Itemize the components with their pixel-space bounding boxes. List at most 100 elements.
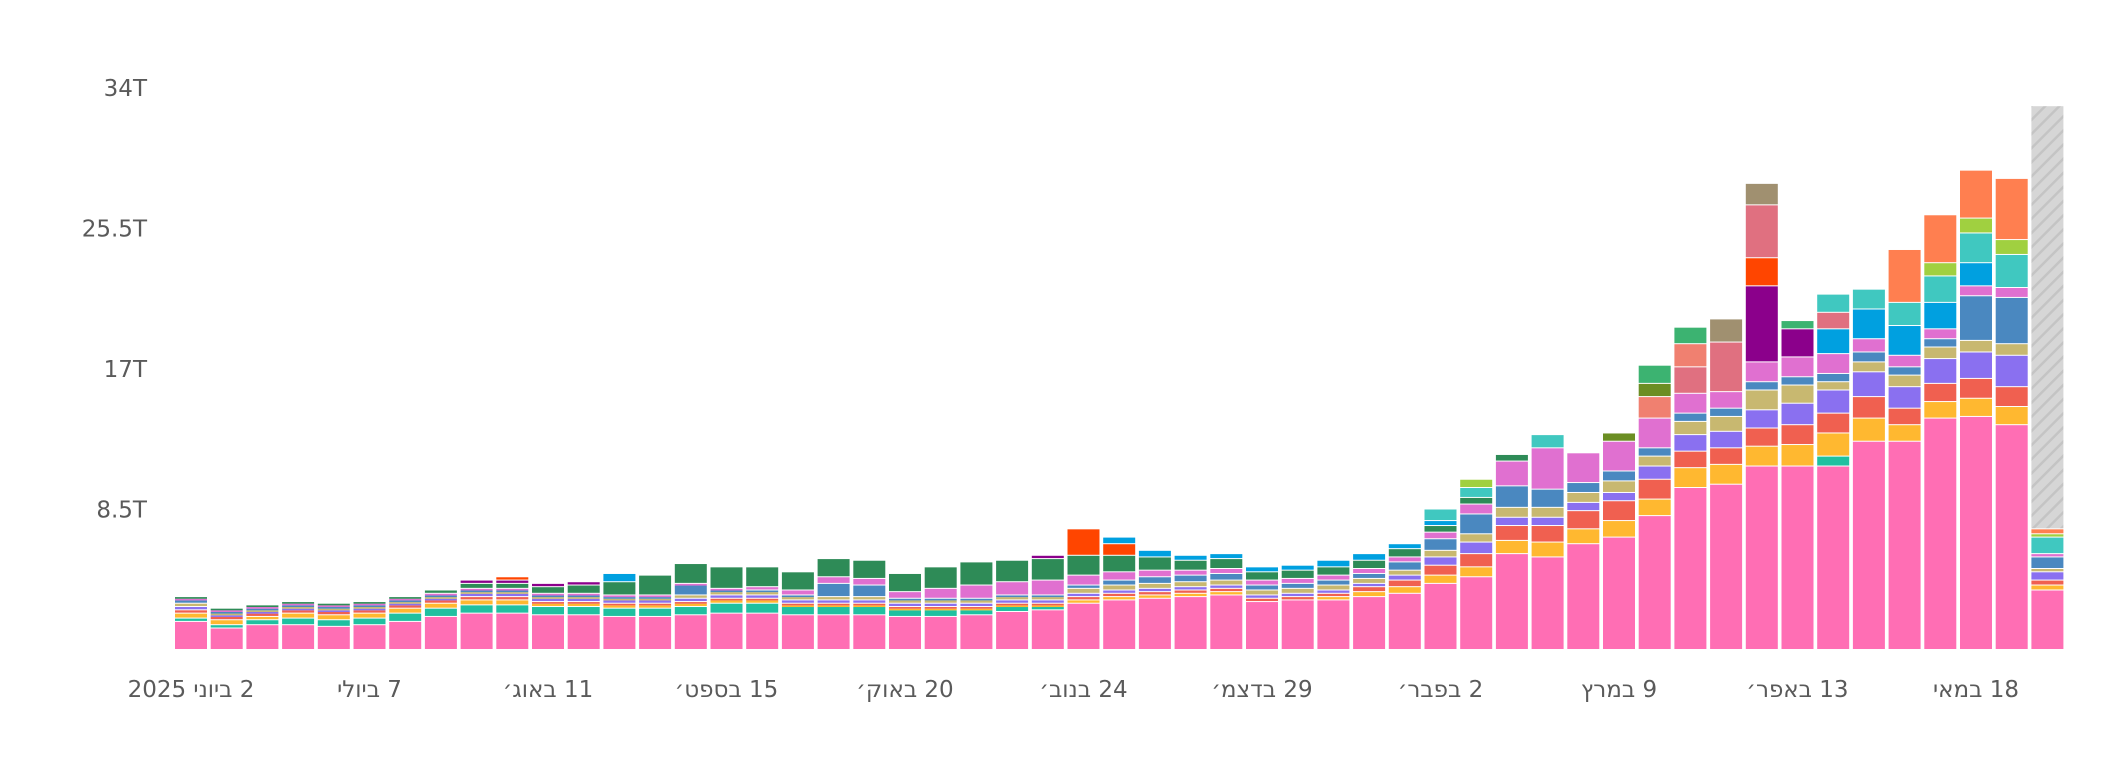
bar-segment[interactable] (1067, 555, 1100, 575)
bar-segment[interactable] (246, 607, 279, 609)
bar-stack[interactable] (567, 582, 600, 649)
bar-segment[interactable] (1103, 555, 1136, 572)
bar-segment[interactable] (603, 616, 636, 649)
bar-segment[interactable] (282, 603, 315, 606)
bar-segment[interactable] (1353, 560, 1386, 569)
bar-segment[interactable] (781, 607, 814, 615)
bar-segment[interactable] (853, 578, 886, 585)
bar-segment[interactable] (532, 598, 564, 602)
bar-segment[interactable] (1852, 339, 1885, 352)
bar-segment[interactable] (1495, 454, 1528, 461)
bar-segment[interactable] (674, 603, 707, 607)
bar-segment[interactable] (1710, 448, 1743, 464)
bar-segment[interactable] (1353, 597, 1386, 649)
bar-segment[interactable] (1246, 598, 1278, 602)
bar-segment[interactable] (1817, 433, 1850, 456)
bar-segment[interactable] (353, 610, 386, 613)
bar-segment[interactable] (1674, 344, 1707, 367)
bar-segment[interactable] (1460, 542, 1493, 554)
bar-segment[interactable] (175, 610, 207, 613)
bar-segment[interactable] (1174, 590, 1207, 593)
bar-segment[interactable] (710, 590, 743, 593)
bar-segment[interactable] (1674, 413, 1707, 421)
bar-segment[interactable] (1674, 327, 1707, 344)
bar-stack[interactable] (1960, 170, 1992, 649)
bar-segment[interactable] (1103, 585, 1136, 590)
bar-stack[interactable] (389, 597, 422, 649)
bar-segment[interactable] (282, 602, 315, 604)
bar-segment[interactable] (1852, 362, 1885, 372)
bar-segment[interactable] (424, 600, 457, 603)
bar-segment[interactable] (639, 605, 672, 608)
bar-stack[interactable] (460, 580, 493, 649)
bar-segment[interactable] (1067, 585, 1100, 588)
bar-segment[interactable] (746, 603, 779, 613)
bar-segment[interactable] (603, 573, 636, 582)
bar-segment[interactable] (960, 598, 993, 601)
bar-segment[interactable] (1031, 605, 1064, 608)
bar-segment[interactable] (246, 610, 279, 612)
bar-segment[interactable] (924, 610, 957, 616)
bar-segment[interactable] (1781, 466, 1814, 649)
bar-segment[interactable] (1710, 342, 1743, 392)
bar-segment[interactable] (1317, 590, 1350, 593)
bar-segment[interactable] (1888, 302, 1921, 326)
bar-segment[interactable] (1281, 600, 1314, 649)
bar-segment[interactable] (1317, 580, 1350, 585)
bar-segment[interactable] (924, 600, 957, 603)
bar-segment[interactable] (1067, 588, 1100, 593)
bar-stack[interactable] (889, 573, 921, 649)
bar-segment[interactable] (1031, 603, 1064, 606)
bar-segment[interactable] (1388, 575, 1421, 580)
bar-segment[interactable] (210, 616, 243, 620)
bar-segment[interactable] (532, 595, 564, 598)
bar-segment[interactable] (2031, 585, 2064, 590)
bar-segment[interactable] (282, 610, 315, 613)
bar-segment[interactable] (996, 597, 1029, 600)
bar-segment[interactable] (1924, 263, 1957, 276)
bar-stack[interactable] (1246, 567, 1278, 649)
bar-segment[interactable] (746, 567, 779, 587)
bar-segment[interactable] (1960, 378, 1992, 398)
bar-segment[interactable] (1210, 592, 1243, 595)
bar-segment[interactable] (1174, 570, 1207, 575)
bar-segment[interactable] (496, 597, 529, 600)
bar-segment[interactable] (1210, 554, 1243, 559)
bar-segment[interactable] (1781, 329, 1814, 357)
bar-segment[interactable] (1888, 387, 1921, 408)
bar-stack[interactable] (175, 597, 207, 649)
bar-segment[interactable] (496, 588, 529, 591)
bar-segment[interactable] (353, 603, 386, 606)
bar-segment[interactable] (1495, 540, 1528, 554)
bar-stack[interactable] (1852, 289, 1885, 649)
bar-segment[interactable] (175, 597, 207, 599)
bar-segment[interactable] (532, 607, 564, 615)
bar-segment[interactable] (1674, 488, 1707, 649)
bar-segment[interactable] (317, 610, 350, 612)
bar-segment[interactable] (1317, 567, 1350, 575)
bar-segment[interactable] (710, 600, 743, 603)
bar-segment[interactable] (603, 608, 636, 616)
bar-segment[interactable] (1745, 382, 1778, 390)
bar-segment[interactable] (496, 580, 529, 583)
bar-segment[interactable] (567, 607, 600, 615)
bar-segment[interactable] (1924, 359, 1957, 383)
bar-segment[interactable] (2031, 569, 2064, 572)
bar-segment[interactable] (1210, 559, 1243, 569)
bar-segment[interactable] (353, 608, 386, 611)
bar-segment[interactable] (1960, 286, 1992, 296)
bar-segment[interactable] (175, 600, 207, 603)
bar-segment[interactable] (1317, 560, 1350, 567)
bar-segment[interactable] (1995, 240, 2028, 254)
bar-segment[interactable] (1138, 570, 1171, 577)
bar-segment[interactable] (817, 559, 850, 577)
bar-segment[interactable] (282, 607, 315, 609)
bar-segment[interactable] (1567, 502, 1600, 511)
bar-segment[interactable] (1031, 610, 1064, 649)
bar-segment[interactable] (1424, 583, 1457, 649)
bar-segment[interactable] (1317, 575, 1350, 580)
bar-partial-hatched[interactable] (2031, 106, 2064, 529)
bar-segment[interactable] (1888, 249, 1921, 302)
bar-segment[interactable] (817, 615, 850, 649)
bar-segment[interactable] (674, 564, 707, 583)
